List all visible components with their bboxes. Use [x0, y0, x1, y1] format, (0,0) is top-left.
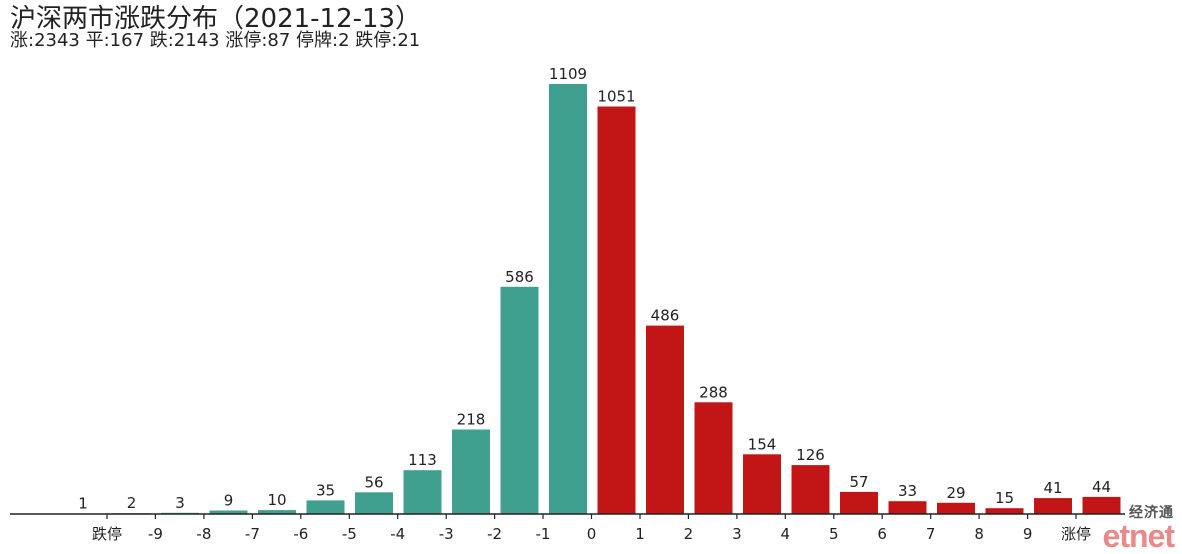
bars-group	[64, 84, 1121, 514]
x-tick-label: 2	[684, 525, 694, 543]
bar-14	[743, 454, 781, 514]
x-tick-label: 3	[732, 525, 742, 543]
bar-value-label: 154	[748, 435, 777, 453]
bar-value-label: 486	[651, 307, 680, 325]
bar-5	[307, 500, 345, 514]
bar-17	[889, 501, 927, 514]
x-tick-label: 4	[781, 525, 791, 543]
bar-9	[501, 287, 539, 514]
bar-value-label: 218	[457, 411, 486, 429]
value-labels-group: 1 2 3 9 10 35 56 113 218 586 1109 1051 486 288 154 126 5…	[78, 65, 1111, 513]
bar-value-label: 57	[849, 473, 868, 491]
x-tick-label: -6	[293, 525, 308, 543]
bar-value-label: 56	[364, 473, 383, 491]
bar-value-label: 113	[408, 451, 437, 469]
bar-value-label: 15	[995, 489, 1014, 507]
bar-12	[646, 326, 684, 514]
bar-value-label: 1051	[597, 88, 635, 106]
bar-8	[452, 430, 490, 515]
bar-16	[840, 492, 878, 514]
bar-value-label: 33	[898, 482, 917, 500]
bar-value-label: 126	[796, 446, 825, 464]
x-tick-label: 跌停	[92, 525, 122, 543]
bar-value-label: 586	[505, 268, 534, 286]
bar-value-label: 1109	[549, 65, 587, 83]
x-tick-label: -9	[148, 525, 163, 543]
bar-10	[549, 84, 587, 514]
x-tick-label: -7	[245, 525, 260, 543]
bar-value-label: 35	[316, 481, 335, 499]
etnet-logo: etnet	[1103, 521, 1174, 551]
bar-19	[986, 508, 1024, 514]
bar-18	[937, 503, 975, 514]
bar-value-label: 1	[78, 495, 88, 513]
x-tick-label: -5	[342, 525, 357, 543]
x-tick-label: 涨停	[1061, 525, 1091, 543]
bar-value-label: 29	[946, 484, 965, 502]
bar-20	[1034, 498, 1072, 514]
bar-value-label: 288	[699, 383, 728, 401]
x-tick-label: 7	[926, 525, 936, 543]
x-tick-label: 1	[635, 525, 645, 543]
bar-7	[404, 470, 442, 514]
x-tick-label: -1	[536, 525, 551, 543]
bar-value-label: 2	[127, 494, 137, 512]
x-tick-label: -8	[196, 525, 211, 543]
x-tick-label: -2	[487, 525, 502, 543]
x-tick-label: 0	[587, 525, 597, 543]
bar-value-label: 10	[267, 491, 286, 509]
brand-watermark: 经济通 etnet	[1103, 505, 1174, 551]
x-tick-label: -3	[439, 525, 454, 543]
bar-6	[355, 492, 393, 514]
x-ticks-group: 跌停 -9 -8 -7 -6 -5 -4 -3 -2 -1 0 1 2 3 4 5 6 7 8 9 涨停	[92, 514, 1091, 543]
bar-value-label: 41	[1043, 479, 1062, 497]
bar-value-label: 9	[224, 492, 234, 510]
x-tick-label: 9	[1023, 525, 1033, 543]
x-tick-label: -4	[390, 525, 405, 543]
bar-13	[695, 402, 733, 514]
bar-value-label: 3	[175, 494, 185, 512]
bar-value-label: 44	[1092, 478, 1111, 496]
bar-15	[792, 465, 830, 514]
x-tick-label: 6	[877, 525, 887, 543]
x-tick-label: 8	[974, 525, 984, 543]
x-tick-label: 5	[829, 525, 839, 543]
bar-11	[598, 107, 636, 515]
